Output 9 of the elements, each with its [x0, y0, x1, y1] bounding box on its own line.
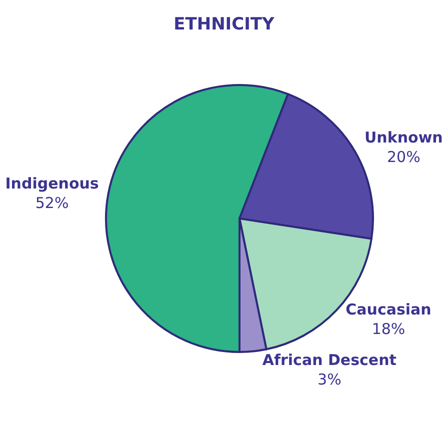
- slice-label: Caucasian: [346, 300, 432, 319]
- slice-label: African Descent: [262, 351, 396, 370]
- chart-title: ETHNICITY: [174, 14, 276, 35]
- slice-label: Unknown: [364, 128, 443, 146]
- slice-label: Indigenous: [5, 174, 99, 192]
- data-label: 18%: [372, 320, 406, 338]
- data-label: 52%: [35, 194, 69, 212]
- data-label: 3%: [318, 370, 342, 389]
- data-label: 20%: [386, 148, 420, 166]
